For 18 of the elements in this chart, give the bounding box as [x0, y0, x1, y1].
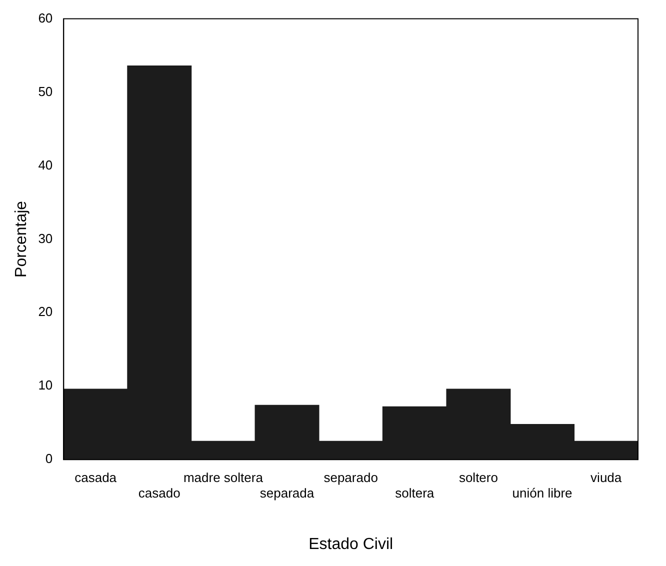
x-tick-label: separado	[324, 470, 378, 485]
y-tick-label: 50	[38, 84, 53, 99]
y-tick-label: 40	[38, 157, 53, 172]
x-tick-label: madre soltera	[183, 470, 264, 485]
x-tick-label: separada	[260, 486, 315, 501]
x-tick-label: casado	[138, 486, 180, 501]
y-tick-label: 30	[38, 230, 53, 246]
x-tick-label: soltero	[458, 470, 498, 485]
x-tick-label: soltera	[395, 486, 435, 501]
y-tick-label: 0	[45, 451, 53, 466]
x-tick-label: viuda	[590, 470, 622, 485]
y-tick-label: 20	[38, 304, 53, 320]
x-axis-title: Estado Civil	[308, 536, 394, 553]
y-tick-label: 10	[38, 378, 53, 393]
x-tick-label: casada	[74, 470, 118, 485]
y-tick-label: 60	[38, 10, 53, 26]
y-axis-title: Porcentaje	[13, 200, 30, 278]
x-tick-label: unión libre	[512, 486, 572, 501]
